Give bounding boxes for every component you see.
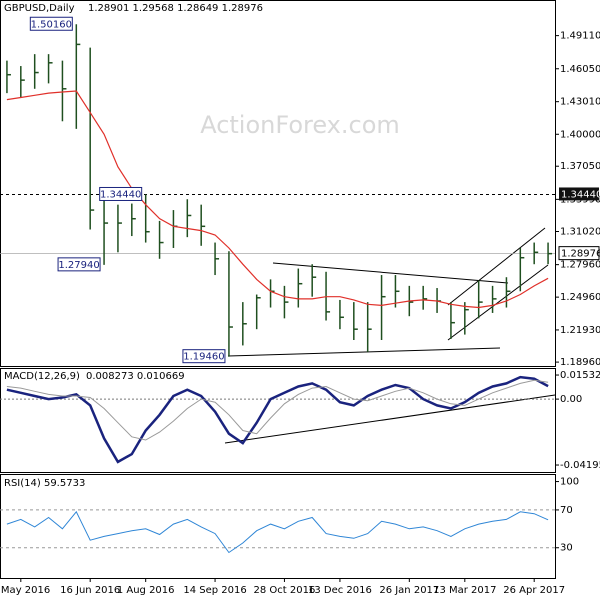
rsi-panel: [0, 474, 556, 579]
y-tick-label: 1.37050: [560, 161, 600, 172]
last-price-box: [558, 246, 600, 261]
macd-title: MACD(12,26,9): [4, 371, 80, 382]
macd-panel: [0, 368, 556, 473]
annotation-label: 1.19460: [183, 352, 224, 363]
annotation-box: [182, 349, 226, 364]
macd-line: [6, 375, 549, 464]
trendline: [447, 227, 546, 306]
rsi-line: [6, 510, 549, 554]
annotation-box: [57, 257, 101, 272]
annotation-box: [99, 186, 143, 201]
y-tick-label: 1.31020: [560, 227, 600, 238]
y-tick-label: 1.24960: [560, 292, 600, 303]
annotation-label: 1.34440: [100, 189, 141, 200]
x-tick-label: 14 Sep 2016: [183, 585, 246, 596]
y-tick-label: 100: [560, 477, 579, 488]
x-tick-label: 26 Jan 2017: [379, 585, 439, 596]
last-price-label: 1.28976: [561, 249, 600, 260]
x-tick-label: 16 Jun 2016: [60, 585, 120, 596]
x-tick-label: 1 Aug 2016: [117, 585, 175, 596]
y-tick-label: 70: [560, 505, 573, 516]
y-tick-label: 1.18960: [560, 357, 600, 368]
y-tick-label: 30: [560, 543, 573, 554]
moving-average: [6, 90, 549, 309]
y-tick-label: 1.46050: [560, 64, 600, 75]
x-tick-label: 3 May 2016: [0, 585, 50, 596]
annotation-label: 1.50160: [31, 19, 72, 30]
x-tick-label: 13 Mar 2017: [433, 585, 496, 596]
annotation-label: 1.27940: [58, 260, 99, 271]
y-tick-label: 1.49110: [560, 31, 600, 42]
y-tick-label: 1.27960: [560, 260, 600, 271]
level-box: [559, 187, 599, 201]
macd-header: 0.008273 0.010669: [86, 371, 185, 382]
rsi-title: RSI(14) 59.5733: [4, 478, 85, 489]
y-tick-label: 0.015325: [560, 370, 600, 381]
annotation-box: [29, 16, 73, 31]
trendline: [227, 347, 501, 357]
y-tick-label: 1.40000: [560, 129, 600, 140]
y-tick-label: 1.43010: [560, 97, 600, 108]
signal-line: [6, 379, 549, 441]
y-tick-label: 1.21930: [560, 325, 600, 336]
x-tick-label: 13 Dec 2016: [308, 585, 372, 596]
x-tick-label: 28 Oct 2016: [254, 585, 316, 596]
level-label: 1.34440: [561, 189, 600, 200]
y-tick-label: -0.041957: [560, 460, 600, 471]
price-header: 1.28901 1.29568 1.28649 1.28976: [88, 3, 263, 14]
watermark: ActionForex.com: [200, 111, 400, 139]
x-tick-label: 26 Apr 2017: [503, 585, 565, 596]
y-tick-label: 0.00: [560, 394, 582, 405]
price-title: GBPUSD,Daily: [4, 3, 75, 14]
trendline: [224, 394, 556, 444]
price-panel: [0, 0, 556, 367]
